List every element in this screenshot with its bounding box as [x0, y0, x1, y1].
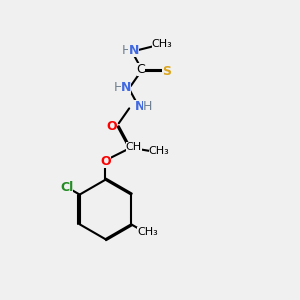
Text: C: C	[137, 63, 146, 76]
Text: Cl: Cl	[60, 182, 73, 194]
Text: N: N	[128, 44, 139, 57]
Text: H: H	[114, 81, 124, 94]
Text: H: H	[122, 44, 131, 57]
Text: CH₃: CH₃	[148, 146, 169, 157]
Text: N: N	[121, 81, 131, 94]
Text: H: H	[143, 100, 152, 113]
Text: CH₃: CH₃	[152, 40, 172, 50]
Text: O: O	[100, 155, 111, 168]
Text: N: N	[134, 100, 145, 113]
Text: S: S	[162, 65, 171, 78]
Text: CH: CH	[126, 142, 142, 152]
Text: CH₃: CH₃	[137, 227, 158, 237]
Text: O: O	[106, 120, 117, 133]
